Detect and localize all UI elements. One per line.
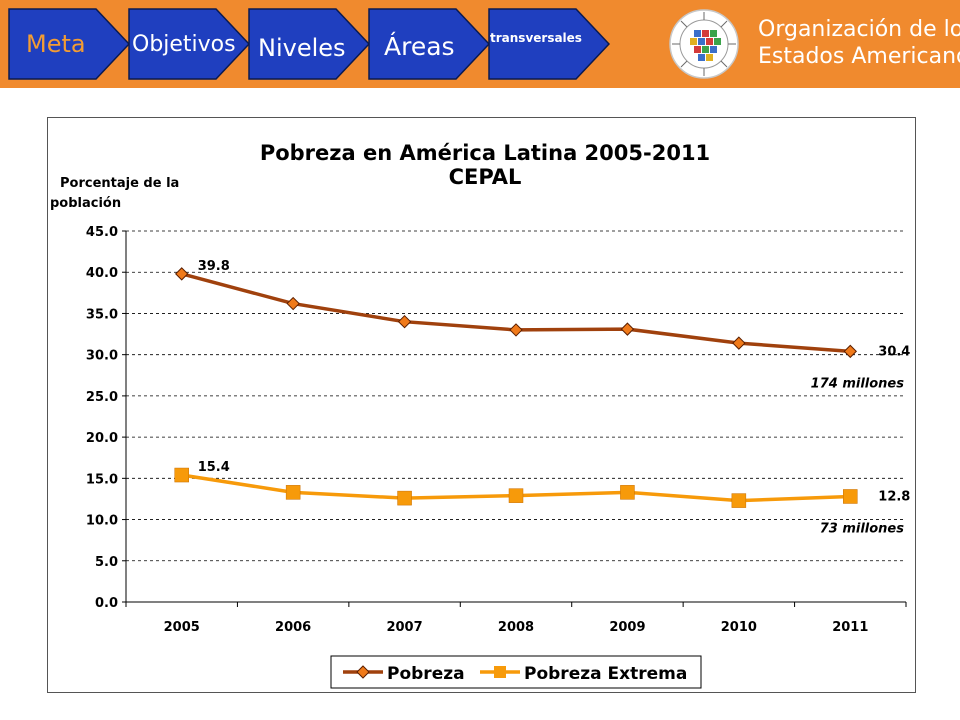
y-tick-label: 0.0 — [95, 596, 118, 611]
data-point — [286, 485, 300, 499]
y-tick-label: 20.0 — [86, 431, 118, 446]
data-point — [398, 491, 412, 505]
series-line — [182, 274, 851, 351]
data-point — [510, 324, 522, 336]
data-label: 15.4 — [198, 460, 230, 475]
oas-name-line2: Estados Americanos — [758, 43, 960, 70]
nav-niveles[interactable]: Niveles — [248, 8, 370, 80]
data-label: 12.8 — [878, 489, 910, 504]
data-label: 30.4 — [878, 344, 910, 359]
y-tick-label: 15.0 — [86, 472, 118, 487]
series-pobreza-extrema — [175, 468, 858, 508]
data-label: 39.8 — [198, 259, 230, 274]
nav-transversales[interactable]: transversales — [488, 8, 610, 80]
nav-objetivos-label: Objetivos — [132, 8, 236, 80]
nav-meta[interactable]: Meta — [8, 8, 130, 80]
data-point — [176, 268, 188, 280]
nav-areas-label: Áreas — [384, 10, 455, 82]
y-tick-label: 5.0 — [95, 555, 118, 570]
y-axis-label-line2: población — [50, 196, 121, 211]
y-tick-label: 45.0 — [86, 225, 118, 240]
data-point — [733, 337, 745, 349]
x-tick-label: 2011 — [832, 620, 868, 635]
data-point — [732, 494, 746, 508]
data-point — [175, 468, 189, 482]
line-chart: Pobreza en América Latina 2005-2011 CEPA… — [48, 118, 915, 692]
data-point — [621, 323, 633, 335]
legend-label-pobreza: Pobreza — [387, 664, 465, 684]
oas-seal-icon — [664, 6, 748, 82]
y-tick-label: 40.0 — [86, 266, 118, 281]
nav-objetivos[interactable]: Objetivos — [128, 8, 250, 80]
chart-panel: Pobreza en América Latina 2005-2011 CEPA… — [47, 117, 916, 693]
y-tick-label: 35.0 — [86, 307, 118, 322]
annotation: 73 millones — [820, 521, 905, 536]
oas-name: Organización de los Estados Americanos — [758, 16, 960, 70]
data-point — [509, 489, 523, 503]
oas-logo: Organización de los Estados Americanos — [664, 6, 954, 82]
nav-meta-label: Meta — [26, 8, 86, 80]
x-tick-label: 2010 — [721, 620, 757, 635]
data-point — [399, 316, 411, 328]
series-layer — [175, 268, 858, 508]
y-tick-label: 10.0 — [86, 514, 118, 529]
nav-niveles-label: Niveles — [258, 12, 346, 84]
annotation: 174 millones — [811, 376, 905, 391]
data-point — [287, 298, 299, 310]
nav-areas[interactable]: Áreas — [368, 8, 490, 80]
y-axis-label-line1: Porcentaje de la — [60, 176, 179, 191]
x-tick-label: 2009 — [609, 620, 645, 635]
data-point — [844, 345, 856, 357]
x-tick-label: 2007 — [386, 620, 422, 635]
series-pobreza — [176, 268, 857, 357]
x-tick-label: 2008 — [498, 620, 534, 635]
chart-title: Pobreza en América Latina 2005-2011 — [260, 141, 710, 165]
header-bar: Meta Objetivos Niveles Áreas transversal… — [0, 0, 960, 88]
x-tick-label: 2005 — [164, 620, 200, 635]
nav-transversales-label: transversales — [490, 2, 582, 74]
data-point — [843, 489, 857, 503]
x-tick-label: 2006 — [275, 620, 311, 635]
oas-name-line1: Organización de los — [758, 16, 960, 43]
gridlines — [126, 231, 906, 561]
y-tick-label: 25.0 — [86, 390, 118, 405]
axes: 45.0 40.0 35.0 30.0 25.0 20.0 15.0 10.0 5.0 0.0 20… — [86, 225, 906, 635]
legend: Pobreza Pobreza Extrema — [331, 656, 701, 688]
data-point — [620, 485, 634, 499]
legend-marker-extrema — [494, 666, 506, 678]
chart-subtitle: CEPAL — [449, 165, 522, 189]
legend-label-extrema: Pobreza Extrema — [524, 664, 687, 684]
y-tick-label: 30.0 — [86, 349, 118, 364]
